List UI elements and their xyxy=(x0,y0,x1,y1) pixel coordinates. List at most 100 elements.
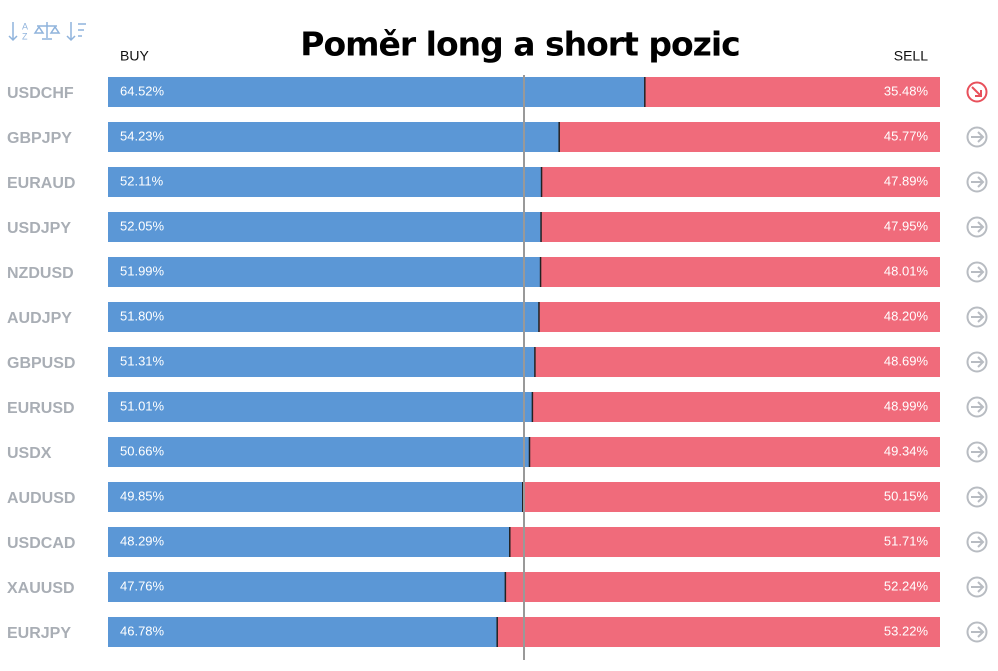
signal-icon[interactable] xyxy=(966,81,988,103)
value-label: 45.77% xyxy=(884,128,929,143)
bar-segment xyxy=(108,347,535,377)
category-label: GBPUSD xyxy=(7,355,75,372)
value-label: 48.20% xyxy=(884,308,929,323)
signal-circle xyxy=(966,261,988,283)
category-label: EURAUD xyxy=(7,175,75,192)
category-label: USDJPY xyxy=(7,220,71,237)
bar-segment xyxy=(108,527,510,557)
category-label: GBPJPY xyxy=(7,130,72,147)
category-label: AUDUSD xyxy=(7,490,75,507)
bar-segment xyxy=(505,572,940,602)
signal-arrow xyxy=(971,581,985,593)
category-label: AUDJPY xyxy=(7,310,72,327)
signal-arrow xyxy=(971,626,985,638)
signal-icon[interactable] xyxy=(966,261,988,283)
chart-title: Poměr long a short pozic xyxy=(300,25,739,64)
signal-circle xyxy=(966,216,988,238)
category-label: EURJPY xyxy=(7,625,71,642)
signal-arrow xyxy=(971,86,982,97)
signal-circle xyxy=(966,441,988,463)
value-label: 51.71% xyxy=(884,533,929,548)
signal-circle xyxy=(966,396,988,418)
signal-arrow xyxy=(971,401,985,413)
sort-alpha[interactable]: AZ xyxy=(8,21,28,41)
svg-text:A: A xyxy=(22,21,28,31)
value-label: 64.52% xyxy=(120,83,165,98)
bar-segment xyxy=(522,482,940,512)
value-label: 52.05% xyxy=(120,218,165,233)
value-label: 46.78% xyxy=(120,623,165,638)
signal-icon[interactable] xyxy=(966,576,988,598)
bar-segment xyxy=(529,437,940,467)
sort-value[interactable] xyxy=(66,22,86,42)
bar-segment xyxy=(541,212,940,242)
bar-segment xyxy=(108,77,645,107)
category-label: USDX xyxy=(7,445,52,462)
signal-arrow xyxy=(971,221,985,233)
signal-circle xyxy=(966,126,988,148)
toolbar: AZ xyxy=(8,21,86,42)
bar-segment xyxy=(559,122,940,152)
bar-segment xyxy=(108,392,533,422)
value-label: 50.66% xyxy=(120,443,165,458)
bar-segment xyxy=(497,617,940,647)
value-label: 48.01% xyxy=(884,263,929,278)
signal-circle xyxy=(966,81,988,103)
value-label: 53.22% xyxy=(884,623,929,638)
value-label: 35.48% xyxy=(884,83,929,98)
signal-circle xyxy=(966,171,988,193)
bar-segment xyxy=(108,257,541,287)
value-label: 48.69% xyxy=(884,353,929,368)
signal-icon[interactable] xyxy=(966,486,988,508)
value-label: 51.99% xyxy=(120,263,165,278)
legend-sell: SELL xyxy=(894,48,928,64)
value-label: 47.76% xyxy=(120,578,165,593)
signal-arrow xyxy=(971,266,985,278)
signal-icon[interactable] xyxy=(966,171,988,193)
bar-segment xyxy=(644,77,940,107)
signal-icon[interactable] xyxy=(966,441,988,463)
bar-segment xyxy=(534,347,940,377)
signal-arrow xyxy=(971,536,985,548)
value-label: 49.85% xyxy=(120,488,165,503)
bar-segment xyxy=(108,302,539,332)
bar-segment xyxy=(108,167,542,197)
value-label: 51.80% xyxy=(120,308,165,323)
bar-segment xyxy=(540,257,940,287)
signal-icon[interactable] xyxy=(966,621,988,643)
signal-circle xyxy=(966,531,988,553)
bar-segment xyxy=(108,437,530,467)
bar-segment xyxy=(538,302,940,332)
value-label: 52.24% xyxy=(884,578,929,593)
signal-icon[interactable] xyxy=(966,531,988,553)
value-label: 48.29% xyxy=(120,533,165,548)
bar-segment xyxy=(509,527,940,557)
sort-balance[interactable] xyxy=(33,22,61,40)
svg-text:Z: Z xyxy=(22,31,28,41)
bar-segment xyxy=(532,392,940,422)
bar-segment xyxy=(108,482,523,512)
signal-circle xyxy=(966,621,988,643)
signal-arrow xyxy=(971,131,985,143)
signal-circle xyxy=(966,576,988,598)
category-label: USDCHF xyxy=(7,85,74,102)
category-label: USDCAD xyxy=(7,535,75,552)
signal-icon[interactable] xyxy=(966,396,988,418)
signal-circle xyxy=(966,351,988,373)
signal-arrow xyxy=(971,311,985,323)
signal-icon[interactable] xyxy=(966,351,988,373)
value-label: 52.11% xyxy=(120,173,164,188)
category-label: XAUUSD xyxy=(7,580,75,597)
signal-icon[interactable] xyxy=(966,126,988,148)
signal-icon[interactable] xyxy=(966,216,988,238)
bar-segment xyxy=(108,212,542,242)
signal-icon[interactable] xyxy=(966,306,988,328)
value-label: 48.99% xyxy=(884,398,929,413)
value-label: 47.95% xyxy=(884,218,929,233)
bar-segment xyxy=(108,122,560,152)
value-label: 50.15% xyxy=(884,488,929,503)
signal-arrow xyxy=(971,356,985,368)
value-label: 49.34% xyxy=(884,443,929,458)
category-label: NZDUSD xyxy=(7,265,74,282)
